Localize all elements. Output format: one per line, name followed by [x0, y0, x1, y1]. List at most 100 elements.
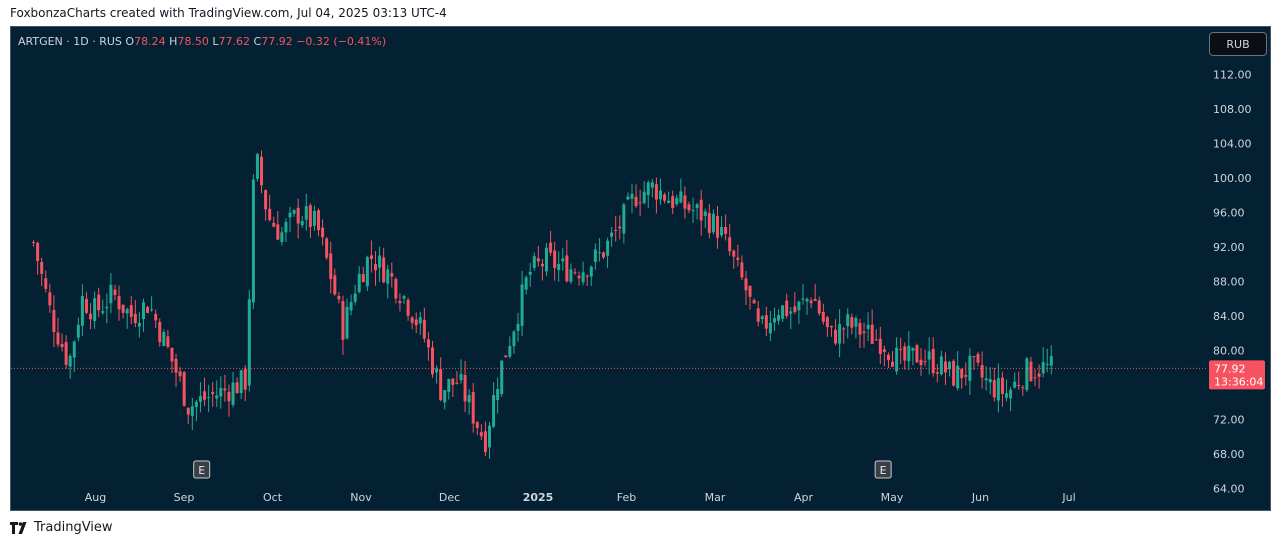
candle-body — [198, 396, 202, 402]
price-tick-label: 108.00 — [1213, 103, 1252, 116]
low-label: L — [212, 35, 219, 48]
candle — [626, 192, 630, 201]
candle-body — [414, 319, 418, 326]
candle — [32, 240, 36, 247]
candle — [1005, 379, 1009, 402]
candle-body — [235, 382, 239, 394]
candle-body — [223, 388, 227, 391]
candle-body — [101, 311, 105, 313]
candle-body — [614, 229, 618, 231]
earnings-marker[interactable]: E — [193, 460, 211, 479]
footer-brand[interactable]: TradingView — [10, 520, 113, 535]
candle-body — [532, 256, 536, 268]
candle-body — [862, 331, 866, 334]
candle-body — [838, 323, 842, 344]
candle — [321, 219, 325, 246]
symbol-name[interactable]: ARTGEN · 1D · RUS — [18, 35, 122, 48]
candle — [728, 224, 732, 256]
candle-body — [748, 285, 752, 297]
candle — [190, 397, 194, 430]
candle — [146, 305, 150, 314]
candle-body — [736, 257, 740, 260]
candle-body — [386, 269, 390, 284]
candle-body — [915, 345, 919, 363]
candle-body — [935, 372, 939, 374]
candle-body — [496, 389, 500, 401]
chart-area[interactable]: 116.00112.00108.00104.00100.0096.0092.00… — [10, 26, 1271, 511]
candle — [882, 345, 886, 367]
candle-body — [711, 213, 715, 233]
candle — [715, 205, 719, 249]
candle — [711, 209, 715, 235]
candle-body — [439, 369, 443, 401]
candle — [528, 262, 532, 287]
time-tick-label: Feb — [617, 491, 636, 504]
price-axis[interactable]: 116.00112.00108.00104.00100.0096.0092.00… — [1213, 34, 1252, 496]
candle — [255, 152, 259, 182]
candle — [406, 297, 410, 321]
candle-body — [479, 432, 483, 437]
price-tick-label: 80.00 — [1213, 344, 1245, 357]
candle-body — [162, 332, 166, 346]
currency-button[interactable]: RUB — [1209, 32, 1267, 56]
price-tick-label: 100.00 — [1213, 172, 1252, 185]
time-tick-label: Dec — [439, 491, 460, 504]
candle-body — [296, 207, 300, 224]
candle-body — [895, 347, 899, 372]
candle-body — [768, 322, 772, 334]
candle — [105, 293, 109, 324]
candle-body — [276, 224, 280, 240]
candle — [443, 390, 447, 410]
candle-body — [813, 299, 817, 301]
candle — [601, 251, 605, 260]
candle — [48, 283, 52, 313]
candle — [426, 332, 430, 361]
candle-body — [553, 250, 557, 268]
candle — [589, 265, 593, 286]
candle-body — [219, 387, 223, 397]
time-axis[interactable]: Aug Sep Oct Nov Dec 2025 Feb Mar Apr May Jun Jul — [85, 491, 1076, 504]
candle-body — [264, 190, 268, 210]
candle — [764, 306, 768, 337]
candle — [186, 407, 190, 424]
candle-body — [382, 257, 386, 283]
candle — [561, 247, 565, 271]
candle-body — [105, 306, 109, 309]
candle-body — [996, 378, 1000, 401]
candle-body — [805, 298, 809, 302]
candle — [97, 287, 101, 318]
candle — [329, 241, 333, 294]
candle — [740, 255, 744, 281]
candle — [520, 270, 524, 337]
candlestick-chart[interactable]: 116.00112.00108.00104.00100.0096.0092.00… — [11, 27, 1270, 510]
candle — [964, 362, 968, 386]
candle-body — [752, 300, 756, 304]
candle — [431, 340, 435, 378]
symbol-legend: ARTGEN · 1D · RUS O78.24 H78.50 L77.62 C… — [18, 35, 386, 48]
candle-body — [952, 360, 956, 386]
candle-body — [337, 295, 341, 300]
candle-body — [349, 302, 353, 311]
candle-body — [850, 317, 854, 328]
candle-body — [699, 199, 703, 221]
candle — [64, 335, 68, 369]
candle — [80, 284, 84, 337]
candle — [398, 293, 402, 312]
candle — [312, 205, 316, 231]
candle-body — [166, 336, 170, 347]
candle-body — [544, 247, 548, 272]
candle-body — [1041, 362, 1045, 374]
candle — [781, 304, 785, 323]
candle-body — [597, 252, 601, 254]
candle-body — [215, 395, 219, 399]
candle — [581, 261, 585, 286]
candle — [463, 360, 467, 413]
candle-body — [304, 206, 308, 220]
candle — [239, 369, 243, 400]
candle — [1045, 348, 1049, 373]
candle — [557, 251, 561, 282]
candle-body — [606, 240, 610, 256]
candle — [471, 383, 475, 433]
candle — [976, 351, 980, 367]
earnings-marker[interactable]: E — [874, 460, 892, 479]
